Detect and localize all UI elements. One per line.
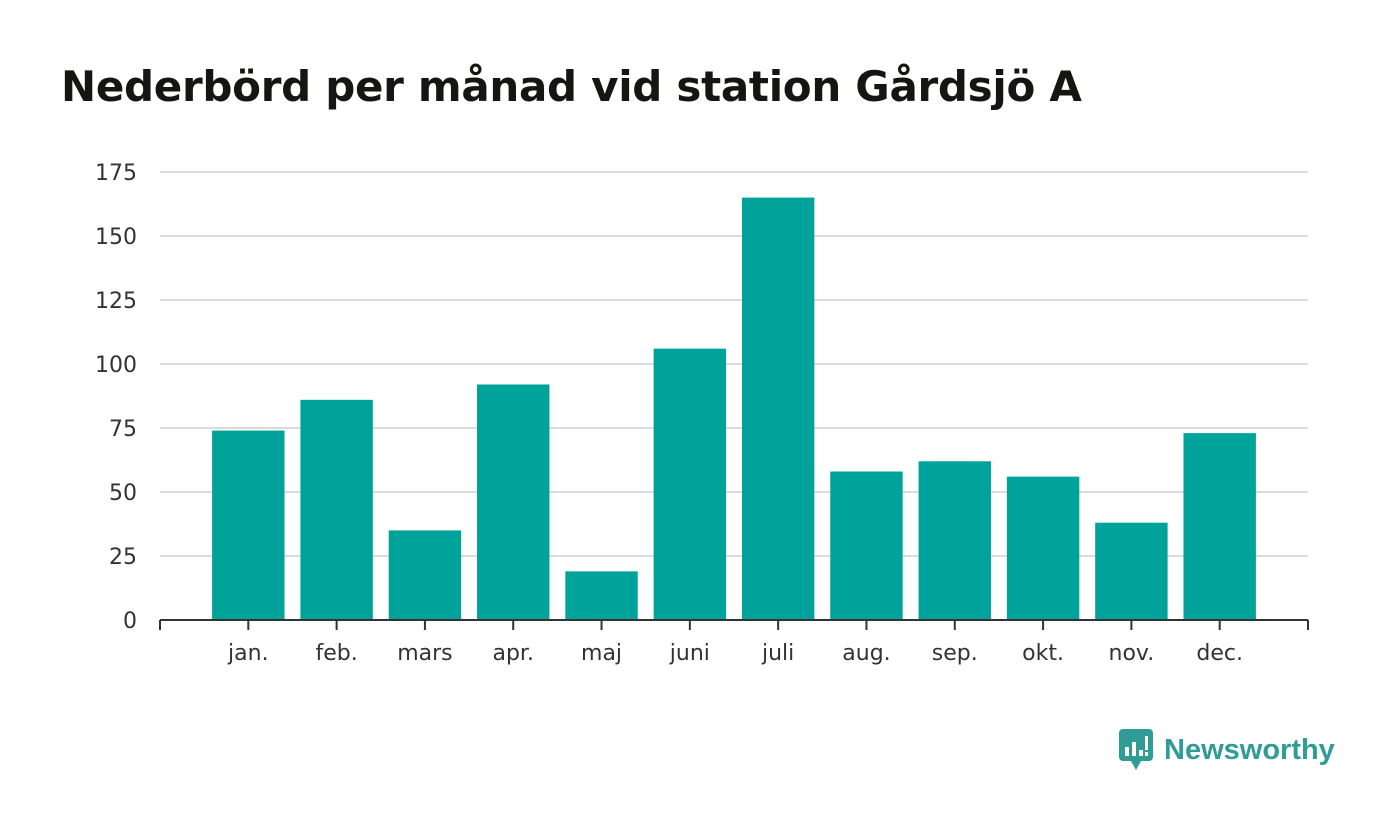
x-tick-label: dec.	[1196, 641, 1243, 666]
x-tick-label: aug.	[842, 641, 890, 666]
brand-logo: Newsworthy	[1118, 728, 1335, 772]
chart-title: Nederbörd per månad vid station Gårdsjö …	[61, 62, 1082, 111]
tick-labels: 0 25 50 75 100 125 150 175 jan. feb. mars apr. maj ju…	[95, 161, 1243, 666]
y-tick-label: 125	[95, 289, 137, 314]
y-tick-label: 50	[109, 481, 137, 506]
y-tick-label: 75	[109, 417, 137, 442]
x-tick-label: feb.	[315, 641, 357, 666]
x-tick-label: mars	[397, 641, 452, 666]
bar-juni	[653, 348, 727, 620]
bar-dec	[1183, 433, 1256, 620]
y-tick-label: 0	[123, 609, 137, 634]
y-tick-label: 25	[109, 545, 137, 570]
bar-maj	[565, 571, 638, 620]
bar-feb	[300, 399, 373, 620]
bars	[212, 197, 1256, 620]
x-tick-label: okt.	[1022, 641, 1064, 666]
axes	[159, 619, 1309, 630]
y-tick-label: 150	[95, 225, 137, 250]
bar-nov	[1095, 522, 1168, 620]
x-tick-label: nov.	[1109, 641, 1155, 666]
x-tick-label: apr.	[492, 641, 533, 666]
brand-name: Newsworthy	[1164, 733, 1335, 766]
x-tick-label: juli	[761, 641, 794, 666]
y-tick-label: 100	[95, 353, 137, 378]
x-tick-label: juni	[669, 641, 710, 666]
x-tick-label: sep.	[932, 641, 978, 666]
newsworthy-logo-icon	[1119, 729, 1153, 770]
bar-okt	[1006, 476, 1080, 620]
bar-mars	[388, 530, 462, 620]
x-tick-label: maj	[581, 641, 622, 666]
bar-aug	[830, 471, 903, 620]
bar-juli	[741, 197, 815, 620]
bar-jan	[212, 430, 285, 620]
x-tick-label: jan.	[227, 641, 269, 666]
y-tick-label: 175	[95, 161, 137, 186]
bar-sep	[918, 461, 991, 620]
bar-apr	[477, 384, 550, 620]
